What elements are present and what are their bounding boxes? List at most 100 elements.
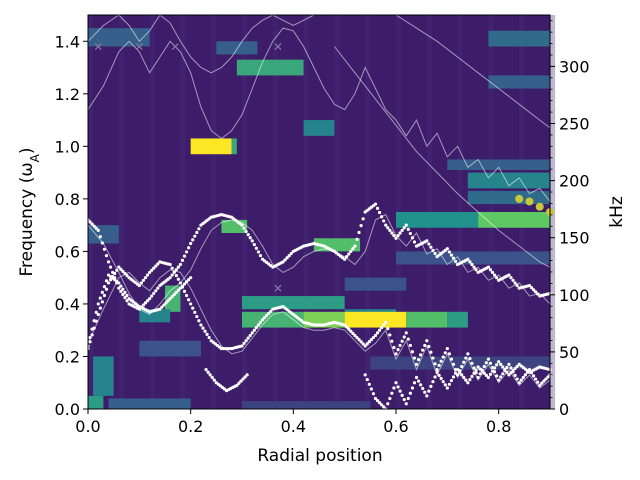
stripe-0	[88, 15, 94, 409]
data-point	[347, 327, 351, 331]
data-point	[404, 402, 408, 406]
data-point	[187, 246, 191, 250]
data-point	[174, 268, 178, 272]
intensity-band-23	[108, 398, 191, 409]
data-point	[421, 348, 425, 352]
data-point	[515, 377, 519, 381]
y2-tick-label: 150	[559, 229, 590, 248]
data-point	[176, 288, 180, 292]
data-point	[102, 293, 107, 298]
data-point	[170, 273, 174, 277]
data-point	[488, 268, 493, 272]
data-point	[92, 319, 96, 323]
data-point	[507, 362, 511, 366]
data-point	[406, 337, 410, 341]
data-point	[408, 343, 412, 348]
intensity-band-2	[236, 59, 304, 76]
data-point	[349, 249, 353, 253]
intensity-band-21	[88, 395, 104, 409]
data-point	[414, 375, 419, 380]
data-point	[119, 284, 123, 288]
data-point	[511, 278, 515, 282]
data-point	[125, 273, 129, 278]
data-point	[402, 397, 406, 402]
data-point	[425, 239, 429, 243]
y-tick-label: 0.6	[55, 242, 80, 261]
data-point	[490, 270, 495, 275]
data-point	[406, 227, 410, 231]
data-point	[404, 223, 408, 227]
data-point	[398, 343, 402, 348]
data-point	[371, 392, 376, 396]
data-point	[361, 342, 365, 346]
data-point	[265, 313, 269, 318]
data-point	[466, 381, 470, 385]
data-point	[100, 300, 104, 304]
data-point	[252, 328, 256, 332]
data-point	[472, 265, 476, 269]
dot-series-4	[363, 360, 552, 411]
data-point	[536, 380, 540, 384]
data-point	[108, 265, 113, 269]
data-point	[416, 358, 421, 362]
data-point	[182, 282, 187, 286]
data-point	[88, 220, 92, 224]
data-point	[104, 279, 109, 283]
data-point	[102, 284, 107, 289]
data-point	[357, 230, 361, 235]
data-point	[180, 284, 185, 288]
data-point	[544, 377, 548, 381]
data-point	[189, 302, 193, 306]
data-point	[168, 276, 172, 280]
intensity-band-15	[139, 309, 171, 323]
data-point	[235, 383, 239, 387]
data-point	[439, 359, 443, 363]
data-point	[244, 229, 248, 234]
stripe-18	[272, 15, 278, 409]
data-point	[402, 226, 406, 230]
data-point	[355, 335, 359, 340]
data-point	[170, 294, 174, 299]
data-point	[267, 311, 271, 315]
data-point	[170, 266, 174, 270]
data-point	[353, 244, 357, 248]
data-point	[382, 405, 386, 409]
data-point	[394, 352, 398, 356]
data-point	[371, 335, 376, 340]
data-point	[197, 319, 201, 323]
data-point	[412, 381, 417, 385]
data-point	[94, 226, 98, 230]
data-point	[148, 270, 152, 275]
data-point	[106, 281, 111, 285]
data-point	[408, 391, 412, 395]
data-point	[414, 362, 419, 366]
data-point	[486, 265, 490, 269]
data-point	[125, 293, 129, 298]
data-point	[143, 301, 148, 305]
data-point	[180, 258, 185, 262]
data-point	[453, 259, 458, 263]
data-point	[369, 338, 373, 342]
data-point	[398, 389, 402, 393]
data-point	[281, 260, 285, 264]
data-point	[447, 250, 451, 254]
data-point	[154, 289, 158, 293]
data-point	[429, 384, 433, 389]
stripe-15	[242, 15, 248, 409]
data-point	[254, 325, 258, 330]
data-point	[503, 368, 507, 372]
data-point	[460, 364, 464, 369]
y-tick-label: 1.0	[55, 137, 80, 156]
data-point	[363, 344, 367, 348]
data-point	[400, 339, 404, 343]
data-point	[515, 364, 519, 369]
data-point	[404, 331, 408, 335]
data-point	[439, 376, 443, 381]
data-point	[464, 378, 468, 382]
data-point	[369, 387, 373, 391]
data-point	[269, 309, 273, 313]
data-point	[237, 381, 241, 385]
y-tick-label: 1.4	[55, 32, 80, 51]
y-tick-label: 0.0	[55, 400, 80, 419]
y2-tick-label: 0	[559, 400, 569, 419]
